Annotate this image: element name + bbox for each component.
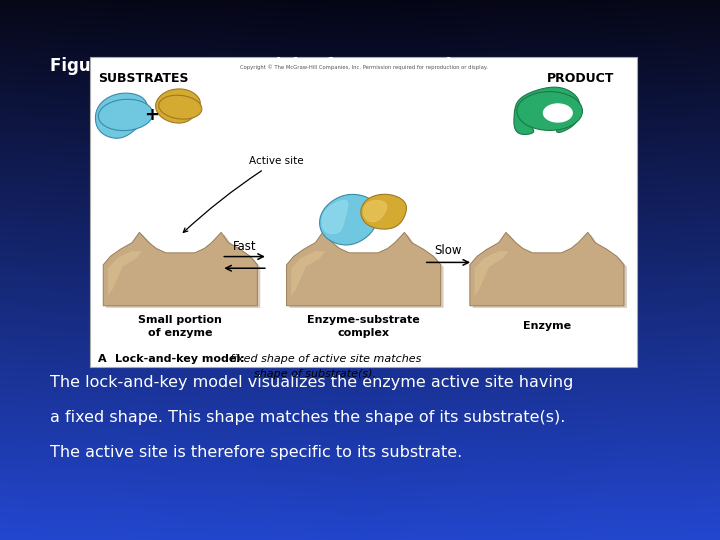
Text: shape of substrate(s).: shape of substrate(s). — [254, 369, 376, 379]
Text: fixed shape of active site matches: fixed shape of active site matches — [230, 354, 421, 363]
Text: Enzyme: Enzyme — [523, 321, 571, 332]
PathPatch shape — [364, 200, 387, 222]
Text: The active site is therefore specific to its substrate.: The active site is therefore specific to… — [50, 446, 463, 461]
Text: Copyright © The McGraw-Hill Companies, Inc. Permission required for reproduction: Copyright © The McGraw-Hill Companies, I… — [240, 64, 487, 70]
Text: A: A — [98, 354, 107, 363]
PathPatch shape — [106, 234, 260, 308]
PathPatch shape — [289, 234, 444, 308]
Ellipse shape — [543, 103, 573, 123]
PathPatch shape — [156, 89, 200, 123]
Text: a fixed shape. This shape matches the shape of its substrate(s).: a fixed shape. This shape matches the sh… — [50, 410, 566, 426]
Text: SUBSTRATES: SUBSTRATES — [98, 72, 189, 85]
PathPatch shape — [108, 251, 142, 295]
PathPatch shape — [361, 194, 406, 229]
Text: The lock-and-key model visualizes the enzyme active site having: The lock-and-key model visualizes the en… — [50, 375, 574, 390]
PathPatch shape — [322, 200, 348, 233]
PathPatch shape — [320, 194, 378, 245]
PathPatch shape — [470, 232, 624, 306]
FancyBboxPatch shape — [90, 57, 637, 367]
Text: +: + — [144, 106, 159, 124]
Text: Small portion
of enzyme: Small portion of enzyme — [138, 315, 222, 338]
Text: Active site: Active site — [184, 157, 303, 232]
PathPatch shape — [103, 232, 257, 306]
Text: Fast: Fast — [233, 240, 256, 253]
Text: Figure 16.26A   Two models of enzyme action.: Figure 16.26A Two models of enzyme actio… — [50, 57, 482, 75]
PathPatch shape — [292, 251, 325, 295]
Text: PRODUCT: PRODUCT — [547, 72, 614, 85]
Ellipse shape — [517, 92, 582, 131]
Text: Enzyme-substrate
complex: Enzyme-substrate complex — [307, 315, 420, 338]
Ellipse shape — [99, 99, 153, 131]
PathPatch shape — [473, 234, 627, 308]
Ellipse shape — [158, 95, 202, 119]
PathPatch shape — [287, 232, 441, 306]
PathPatch shape — [474, 251, 508, 295]
PathPatch shape — [96, 93, 148, 138]
Text: Lock-and-key model:: Lock-and-key model: — [114, 354, 244, 363]
Text: Slow: Slow — [435, 244, 462, 257]
PathPatch shape — [514, 87, 580, 134]
